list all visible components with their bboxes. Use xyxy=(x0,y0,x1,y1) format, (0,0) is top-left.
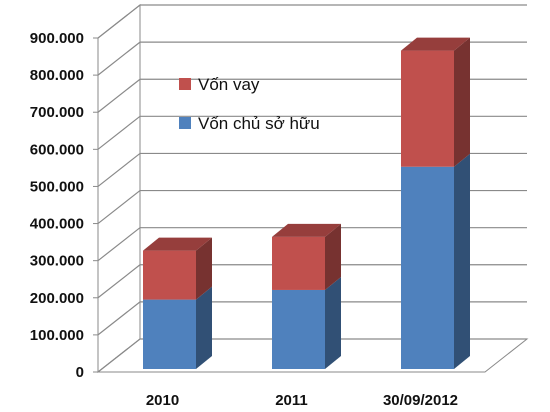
bar-segment-front xyxy=(401,166,454,369)
x-tick-label: 2011 xyxy=(275,392,308,409)
bar-segment-front xyxy=(143,250,196,300)
bar-segment-front xyxy=(143,299,196,369)
legend-label: Vốn chủ sở hữu xyxy=(198,114,320,133)
y-tick-label: 200.000 xyxy=(30,290,84,307)
bar-segment-side xyxy=(454,153,470,369)
bar-segment-side xyxy=(325,276,341,369)
bar-segment-front xyxy=(272,236,325,290)
bar-segment-top xyxy=(143,237,212,251)
legend-label: Vốn vay xyxy=(198,75,260,94)
gridline xyxy=(97,227,527,262)
gridline xyxy=(97,115,527,150)
bar-segment-front xyxy=(272,289,325,369)
bars xyxy=(143,37,470,369)
x-axis-ticks: 2010 2011 30/09/2012 xyxy=(146,392,458,409)
y-tick-label: 500.000 xyxy=(30,178,84,195)
y-tick-label: 800.000 xyxy=(30,67,84,84)
gridline xyxy=(97,152,527,187)
gridline xyxy=(97,4,527,39)
gridline xyxy=(97,41,527,76)
x-tick-label: 2010 xyxy=(146,392,179,409)
y-tick-label: 400.000 xyxy=(30,216,84,233)
side-wall xyxy=(97,3,141,374)
gridline xyxy=(97,301,527,336)
y-tick-label: 300.000 xyxy=(30,253,84,270)
legend-swatch xyxy=(179,78,191,90)
legend-swatch xyxy=(179,117,191,129)
y-tick-label: 700.000 xyxy=(30,104,84,121)
gridline xyxy=(97,264,527,299)
bar-segment-side xyxy=(454,37,470,167)
gridline xyxy=(97,189,527,225)
y-tick-label: 600.000 xyxy=(30,141,84,158)
bar-segment-front xyxy=(401,50,454,167)
bar-segment-top xyxy=(401,37,470,51)
bar-segment-top xyxy=(272,223,341,237)
y-tick-label: 100.000 xyxy=(30,327,84,344)
gridlines xyxy=(93,4,527,373)
bar-segment-side xyxy=(196,286,212,369)
y-tick-label: 900.000 xyxy=(30,30,84,47)
gridline xyxy=(97,78,527,113)
gridline xyxy=(97,338,527,373)
bar-segment-side xyxy=(196,237,212,300)
bar-segment-side xyxy=(325,223,341,290)
y-tick-label: 0 xyxy=(76,364,84,381)
x-tick-label: 30/09/2012 xyxy=(383,392,458,409)
legend: Vốn vay Vốn chủ sở hữu xyxy=(179,75,320,133)
y-axis-ticks: 0 100.000 200.000 300.000 400.000 500.000 600.… xyxy=(30,30,84,381)
